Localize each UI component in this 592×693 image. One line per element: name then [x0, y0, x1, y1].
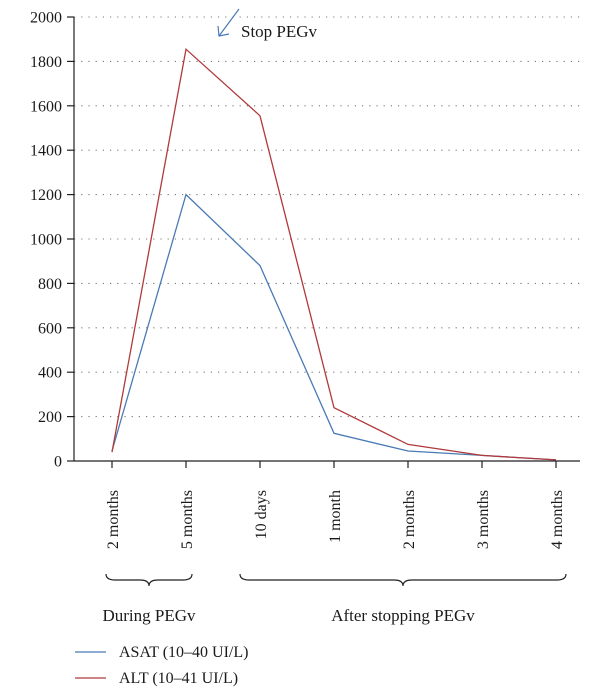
y-tick-label: 1000	[30, 232, 62, 249]
legend-label: ALT (10–41 UI/L)	[119, 670, 238, 687]
y-tick-labels: 0 200 400 600 800 1000 1200 1400 1600 1800 2000	[30, 10, 62, 471]
y-tick-label: 1400	[30, 143, 62, 160]
group-brace	[239, 573, 567, 587]
y-tick-label: 1800	[30, 54, 62, 71]
annotation-arrow-shaft	[218, 8, 240, 37]
axes	[67, 16, 580, 468]
legend-label: ASAT (10–40 UI/L)	[119, 644, 248, 661]
x-tick-label: 2 months	[401, 490, 418, 549]
x-tick-label: 2 months	[105, 490, 122, 549]
grid-lines	[74, 16, 580, 418]
y-tick-label: 400	[38, 365, 62, 382]
x-tick-label: 4 months	[549, 490, 566, 549]
stop-annotation: Stop PEGv	[217, 8, 318, 41]
x-tick-labels: 2 months 5 months 10 days 1 month 2 months 3 …	[105, 490, 566, 549]
annotation-label: Stop PEGv	[241, 22, 318, 41]
y-tick-label: 1600	[30, 98, 62, 115]
series-line-alt	[111, 47, 557, 461]
x-group-brackets: During PEGv After stopping PEGv	[102, 573, 567, 625]
y-tick-label: 0	[54, 454, 62, 471]
y-tick-label: 1200	[30, 187, 62, 204]
y-tick-label: 800	[38, 276, 62, 293]
legend: ASAT (10–40 UI/L) ALT (10–41 UI/L)	[75, 644, 248, 687]
x-tick-label: 1 month	[327, 490, 344, 543]
x-tick-label: 5 months	[179, 490, 196, 549]
y-tick-label: 2000	[30, 10, 62, 27]
group-label: During PEGv	[102, 606, 196, 625]
y-tick-label: 200	[38, 409, 62, 426]
x-tick-label: 10 days	[253, 490, 270, 539]
group-label: After stopping PEGv	[331, 606, 475, 625]
x-tick-label: 3 months	[475, 490, 492, 549]
annotation-arrow-head	[217, 25, 230, 37]
y-tick-label: 600	[38, 320, 62, 337]
group-brace	[105, 573, 193, 587]
series-lines	[111, 47, 557, 461]
